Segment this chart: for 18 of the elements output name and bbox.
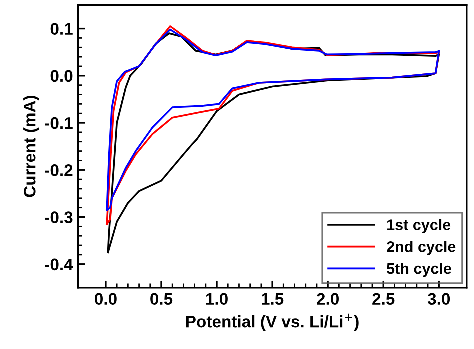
legend-label: 1st cycle [388, 219, 451, 234]
legend-label: 5th cycle [387, 262, 452, 278]
x-tick-label: 3.0 [428, 293, 450, 306]
y-tick-label: -0.2 [45, 164, 73, 176]
y-tick-label: -0.4 [45, 258, 74, 271]
y-tick-label: 0.0 [50, 70, 73, 82]
y-tick-label: 0.1 [50, 23, 73, 35]
x-tick-label: 0.0 [95, 293, 117, 306]
x-tick-label: 1.5 [262, 293, 284, 306]
y-axis-title: Current (mA) [24, 96, 40, 198]
x-tick-label: 2.5 [372, 293, 395, 306]
x-tick-label: 1.0 [206, 293, 228, 306]
x-axis-title: Potential (V vs. Li/Li$^{+}$) [186, 314, 359, 332]
x-tick-label: 2.0 [317, 293, 339, 306]
y-tick-label: -0.1 [45, 117, 73, 130]
legend-label: 2nd cycle [387, 241, 456, 256]
y-tick-label: -0.3 [45, 212, 73, 224]
x-tick-label: 0.5 [150, 293, 173, 306]
